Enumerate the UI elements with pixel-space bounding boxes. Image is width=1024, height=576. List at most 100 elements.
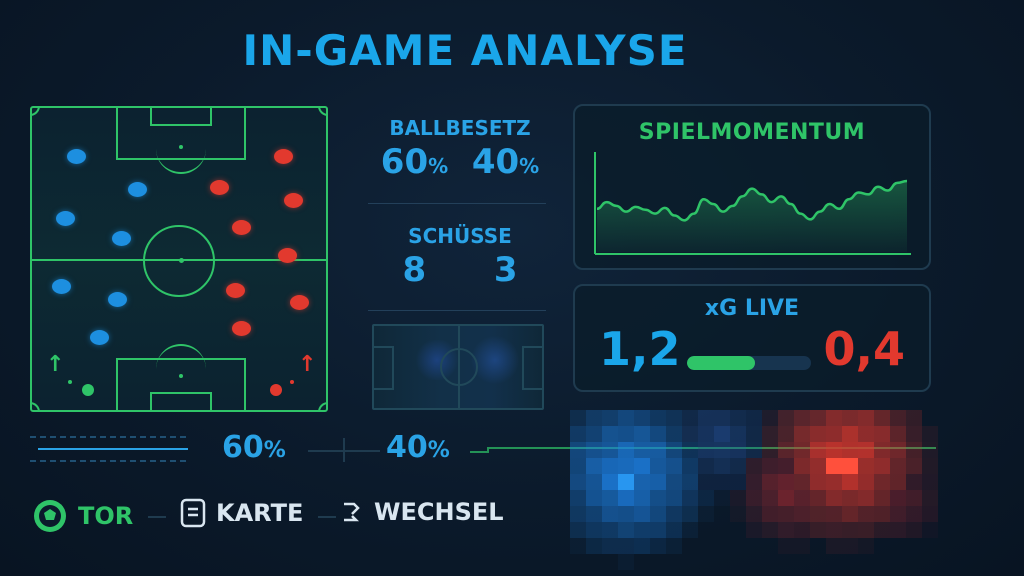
- heatmap-cell: [618, 490, 634, 506]
- mini-heatmap-pitch: [372, 324, 544, 410]
- legend-divider: [148, 516, 166, 518]
- player-away[interactable]: [290, 295, 309, 310]
- heatmap-cell: [890, 410, 906, 426]
- mini-box-right: [522, 346, 542, 390]
- xg-home: 1,2: [599, 322, 681, 376]
- trail-dot: [290, 380, 294, 384]
- heatmap-cell: [650, 458, 666, 474]
- heatmap-cell: [682, 506, 698, 522]
- heatmap-cell: [874, 522, 890, 538]
- heatmap-cell: [682, 490, 698, 506]
- momentum-line: [596, 179, 908, 222]
- heatmap-cell: [890, 426, 906, 442]
- heatmap-cell: [842, 522, 858, 538]
- heatmap-cell: [842, 458, 858, 474]
- heatmap-cell: [826, 506, 842, 522]
- momentum-chart: [594, 152, 911, 255]
- heatmap-cell: [698, 490, 714, 506]
- heatmap-cell: [698, 474, 714, 490]
- heat-blob: [470, 336, 520, 384]
- heatmap-cell: [634, 410, 650, 426]
- possession-home-bar: [38, 448, 188, 450]
- heatmap-cell: [890, 522, 906, 538]
- heatmap-cell: [666, 522, 682, 538]
- player-away[interactable]: [232, 321, 251, 336]
- heatmap-cell: [666, 506, 682, 522]
- player-home[interactable]: [90, 330, 109, 345]
- player-home[interactable]: [108, 292, 127, 307]
- heatmap-cell: [842, 442, 858, 458]
- heatmap-cell: [634, 490, 650, 506]
- heatmap-cell: [698, 458, 714, 474]
- heatmap-cell: [778, 426, 794, 442]
- heatmap-cell: [762, 426, 778, 442]
- player-home[interactable]: [128, 182, 147, 197]
- percent-unit: %: [427, 438, 450, 463]
- heatmap-cell: [570, 442, 586, 458]
- heatmap-cell: [794, 538, 810, 554]
- center-spot: [179, 258, 184, 263]
- substitution-arrow-icon: [340, 498, 364, 526]
- heatmap-cell: [730, 442, 746, 458]
- heatmap-cell: [602, 538, 618, 554]
- possession-values: 60% 40%: [360, 142, 560, 182]
- heatmap-cell: [682, 474, 698, 490]
- heatmap-cell: [778, 490, 794, 506]
- player-away[interactable]: [274, 149, 293, 164]
- legend-substitution-label: WECHSEL: [374, 498, 504, 526]
- penalty-arc-bottom: [156, 344, 206, 372]
- heatmap-cell: [810, 506, 826, 522]
- heatmap-cell: [650, 442, 666, 458]
- heatmap-cell: [586, 538, 602, 554]
- heatmap-cell: [570, 522, 586, 538]
- heatmap-cell: [874, 410, 890, 426]
- page-title: IN-GAME ANALYSE: [242, 26, 688, 75]
- heatmap-cell: [618, 458, 634, 474]
- heatmap-cell: [570, 458, 586, 474]
- shots-away: 3: [493, 250, 518, 290]
- heatmap-cell: [922, 474, 938, 490]
- heatmap-cell: [570, 490, 586, 506]
- xg-title: xG LIVE: [704, 296, 800, 321]
- heatmap-cell: [874, 506, 890, 522]
- heatmap-cell: [650, 490, 666, 506]
- heatmap-cell: [714, 410, 730, 426]
- heatmap-cell: [778, 522, 794, 538]
- heatmap-cell: [826, 442, 842, 458]
- heatmap-cell: [890, 490, 906, 506]
- heatmap-cell: [586, 458, 602, 474]
- heatmap-cell: [666, 474, 682, 490]
- player-home[interactable]: [52, 279, 71, 294]
- heatmap-cell: [890, 442, 906, 458]
- possession-dash-line: [30, 460, 186, 462]
- heatmap-cell: [682, 426, 698, 442]
- heatmap-cell: [746, 506, 762, 522]
- xg-bar-fill: [687, 356, 756, 370]
- heatmap-cell: [906, 410, 922, 426]
- heatmap-cell: [602, 474, 618, 490]
- player-away[interactable]: [278, 248, 297, 263]
- player-away[interactable]: [232, 220, 251, 235]
- heatmap-cell: [602, 522, 618, 538]
- player-away[interactable]: [226, 283, 245, 298]
- heatmap-cell: [922, 522, 938, 538]
- heatmap-cell: [906, 490, 922, 506]
- heatmap-cell: [858, 490, 874, 506]
- player-away[interactable]: [210, 180, 229, 195]
- heatmap-cell: [874, 490, 890, 506]
- player-home[interactable]: [67, 149, 86, 164]
- divider: [368, 310, 546, 311]
- shots-values: 8 3: [360, 250, 560, 290]
- heatmap-cell: [826, 490, 842, 506]
- heatmap-cell: [634, 458, 650, 474]
- player-home[interactable]: [56, 211, 75, 226]
- heatmap-cell: [570, 538, 586, 554]
- player-away[interactable]: [284, 193, 303, 208]
- heatmap-cell: [618, 506, 634, 522]
- heatmap-cell: [666, 442, 682, 458]
- heatmap-cell: [682, 410, 698, 426]
- player-home[interactable]: [112, 231, 131, 246]
- heatmap-cell: [906, 426, 922, 442]
- heatmap-cell: [634, 506, 650, 522]
- heatmap-cell: [810, 474, 826, 490]
